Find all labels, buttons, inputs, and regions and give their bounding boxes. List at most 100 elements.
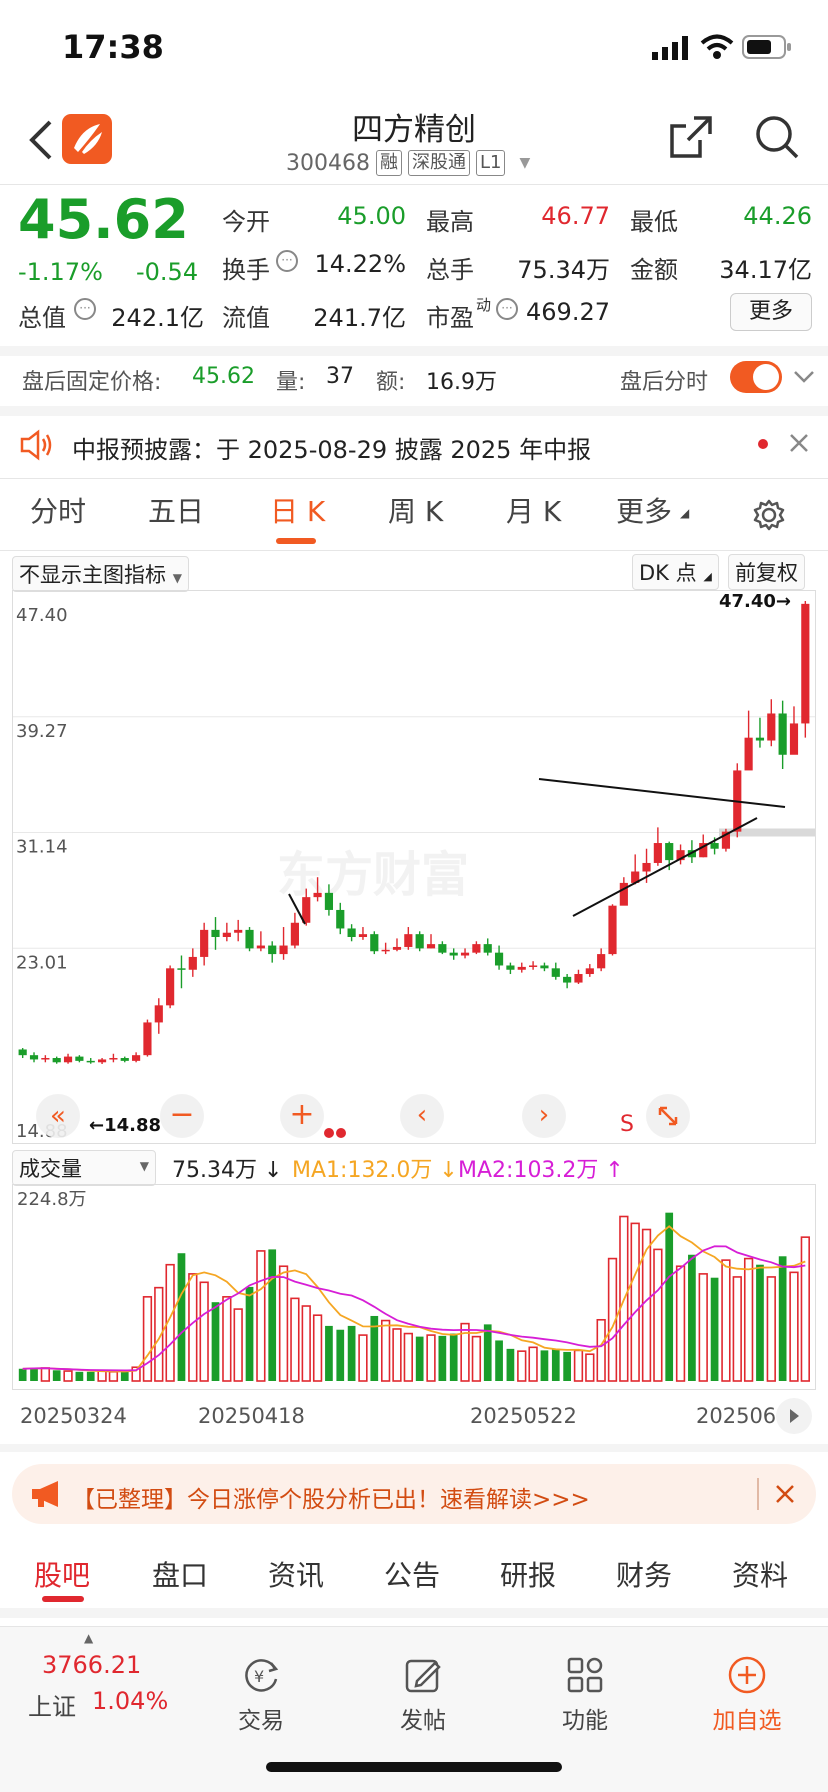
candle-body [211,929,220,938]
volume-bar [675,1265,686,1382]
tab-more[interactable]: 更多 [616,495,673,528]
volume-bar [312,1314,323,1382]
index-change[interactable]: 1.04% [92,1687,169,1715]
volume-bar [415,1336,424,1381]
volume-bar [392,1328,402,1382]
mktcap-label: 总值 [18,304,66,332]
tab-wuri[interactable]: 五日 [148,495,205,528]
info-icon[interactable]: ··· [276,250,298,272]
tab-pankou[interactable]: 盘口 [152,1559,209,1592]
tab-finance[interactable]: 财务 [616,1559,673,1592]
zoom-out-icon[interactable]: − [160,1094,204,1138]
volume-bar [30,1367,38,1381]
tab-profile[interactable]: 资料 [732,1559,789,1592]
afterhours-price: 45.62 [192,364,255,389]
dk-button-label: DK 点 [639,561,697,585]
index-name[interactable]: 上证 [28,1693,76,1721]
volume-bar [222,1296,232,1382]
info-icon[interactable]: ··· [496,298,518,320]
amount-value: 34.17亿 [719,256,812,284]
scroll-right-icon[interactable] [776,1398,812,1434]
search-icon[interactable] [754,114,800,160]
grid-icon [565,1655,605,1695]
candle-body [778,713,787,755]
close-icon[interactable] [774,1483,796,1505]
divider [0,550,828,551]
dk-button[interactable]: DK 点 ◢ [632,554,719,590]
volume-bar [495,1340,503,1381]
promo-text: 【已整理】今日涨停个股分析已出！速看解读>>> [72,1487,590,1513]
back-icon[interactable] [26,118,56,162]
dock-add-watchlist[interactable]: 加自选 [692,1655,802,1735]
volume-select-label: 成交量 [19,1157,82,1181]
home-indicator [266,1762,562,1772]
zoom-in-icon[interactable]: + [280,1094,324,1138]
volume-y-max: 224.8万 [17,1189,87,1210]
tab-guba[interactable]: 股吧 [34,1559,91,1592]
tab-weekly-k[interactable]: 周 K [388,495,444,528]
settings-gear-icon[interactable] [752,498,786,532]
tab-announcements[interactable]: 公告 [384,1559,441,1592]
candle-body [245,929,254,949]
fullscreen-icon[interactable] [646,1094,690,1138]
candle-body [619,882,628,906]
volume-bar [256,1250,266,1382]
volume-bar [460,1322,470,1382]
collapse-left-icon[interactable]: « [36,1094,80,1138]
volume-indicator-select[interactable]: 成交量 ▼ [12,1150,156,1186]
tab-research[interactable]: 研报 [500,1559,557,1592]
afterhours-qty: 37 [326,364,354,389]
tab-news[interactable]: 资讯 [268,1559,325,1592]
next-icon[interactable]: › [522,1094,566,1138]
chevron-down-icon[interactable] [792,366,816,386]
dock-add-watchlist-label: 加自选 [712,1708,782,1734]
afterhours-toggle[interactable] [730,361,782,393]
prev-icon[interactable]: ‹ [400,1094,444,1138]
volume-chart[interactable]: 224.8万 [12,1184,816,1390]
connect-tag: 深股通 [407,150,470,176]
volume-bar [641,1228,652,1382]
volume-bar [86,1371,95,1381]
dock-functions[interactable]: 功能 [530,1655,640,1735]
active-tab-underline [276,538,316,544]
dropdown-caret-icon[interactable]: ▼ [519,155,531,171]
mktcap-value: 242.1亿 [111,304,204,332]
volume-bar [290,1297,300,1382]
candle-body [109,1058,118,1060]
candle-body [449,952,458,956]
more-button[interactable]: 更多 [730,293,812,331]
info-icon[interactable]: ··· [74,298,96,320]
tab-monthly-k[interactable]: 月 K [506,495,562,528]
dock-trade[interactable]: ¥ 交易 [206,1655,316,1735]
volume-bar [301,1305,311,1382]
indicator-select[interactable]: 不显示主图指标 ▼ [12,556,189,592]
candle-body [358,934,368,938]
caret-icon: ▼ [139,1159,149,1173]
candle-body [256,945,265,949]
notice-text[interactable]: 中报预披露：于 2025-08-29 披露 2025 年中报 [72,436,592,464]
candle-body [801,603,810,724]
index-value[interactable]: 3766.21 [42,1651,142,1679]
volume-bar [585,1353,595,1382]
tab-fenshi[interactable]: 分时 [30,495,87,528]
share-icon[interactable] [668,114,714,160]
candle-body [540,965,549,969]
adjust-button[interactable]: 前复权 [728,554,805,590]
add-circle-icon [727,1655,767,1695]
volume-bar [800,1236,810,1382]
candle-body [426,944,436,949]
volume-bar [653,1248,663,1382]
volume-bar [426,1334,436,1382]
promo-banner[interactable]: 【已整理】今日涨停个股分析已出！速看解读>>> [12,1464,816,1524]
volume-bar [540,1350,549,1381]
volume-bar [63,1370,73,1382]
change-pct: -1.17% [18,258,103,286]
y-tick-label: 31.14 [16,837,68,858]
tab-daily-k[interactable]: 日 K [270,495,326,528]
candle-body [154,1005,163,1023]
dock-post[interactable]: 发帖 [368,1655,478,1735]
candle-body [290,922,299,946]
volume-bar [766,1276,776,1382]
close-icon[interactable] [788,432,810,454]
